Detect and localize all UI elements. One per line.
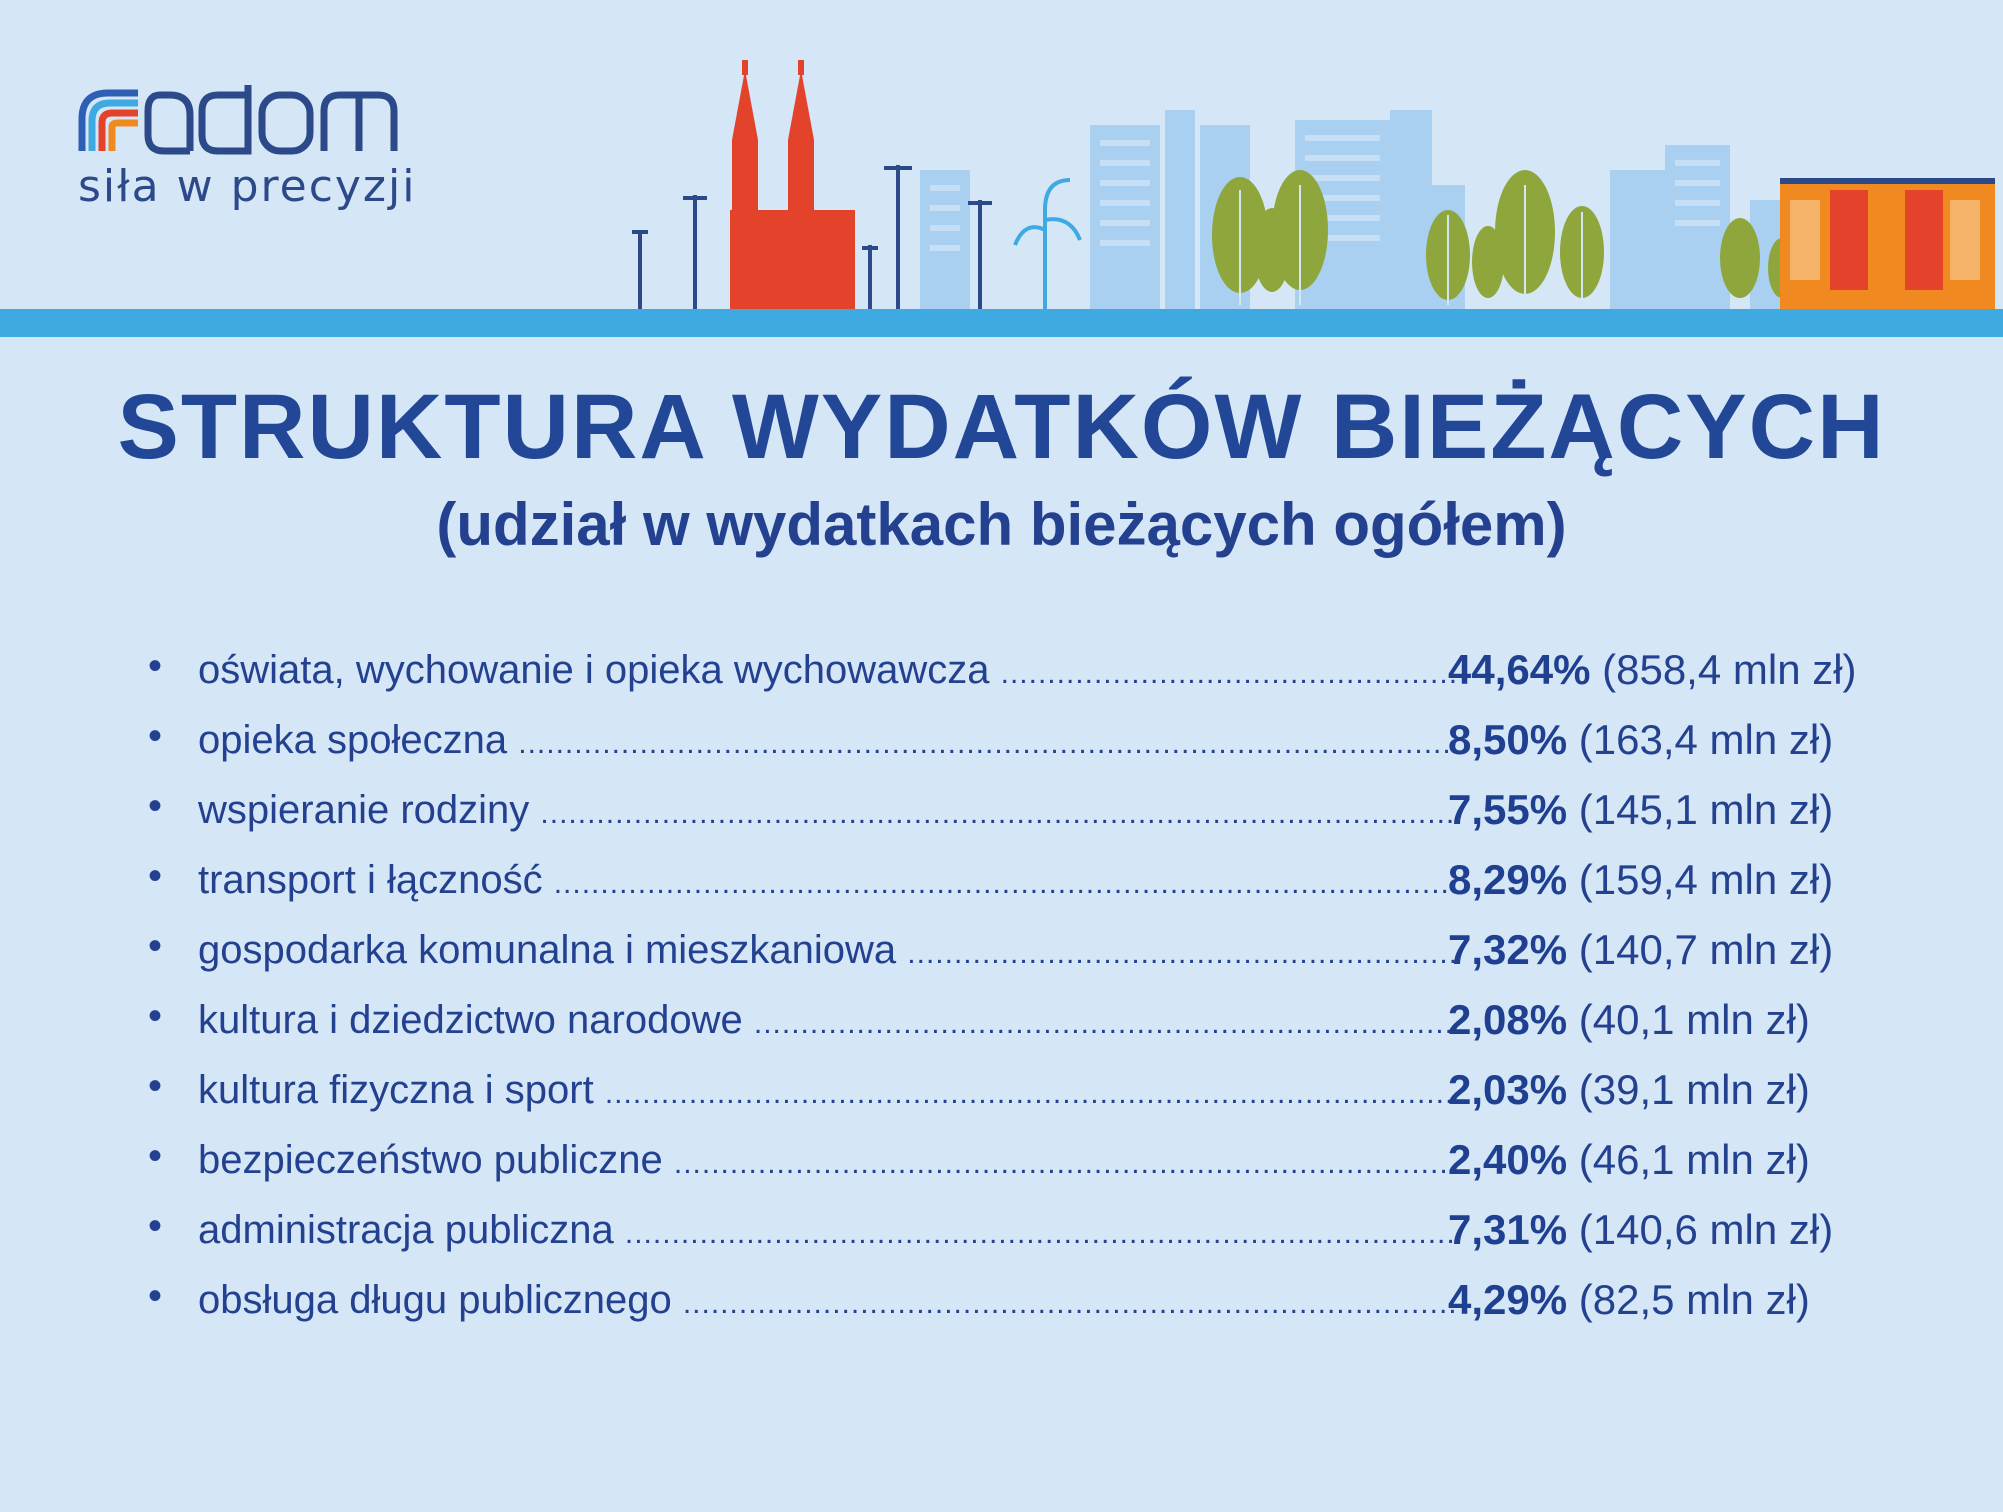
logo-tagline: siła w precyzji xyxy=(78,161,417,212)
item-percent: 4,29% xyxy=(1448,1276,1568,1323)
bullet-icon: • xyxy=(148,784,163,828)
leader-dots: ........................................… xyxy=(518,727,1460,760)
item-label: gospodarka komunalna i mieszkaniowa xyxy=(198,928,897,972)
leader-dots: ........................................… xyxy=(1000,657,1460,690)
item-amount: (140,7 mln zł) xyxy=(1578,926,1834,973)
list-item: • wspieranie rodziny ...................… xyxy=(140,780,1900,840)
leader-dots: ........................................… xyxy=(553,867,1460,900)
item-percent: 2,03% xyxy=(1448,1066,1568,1113)
list-item: • gospodarka komunalna i mieszkaniowa ..… xyxy=(140,920,1900,980)
leader-dots: ........................................… xyxy=(624,1217,1460,1250)
list-item: • oświata, wychowanie i opieka wychowawc… xyxy=(140,640,1900,700)
list-item: • opieka społeczna .....................… xyxy=(140,710,1900,770)
item-amount: (163,4 mln zł) xyxy=(1578,716,1834,763)
leader-dots: ........................................… xyxy=(673,1147,1460,1180)
item-label: kultura i dziedzictwo narodowe xyxy=(198,998,743,1042)
item-amount: (159,4 mln zł) xyxy=(1578,856,1834,903)
church-icon xyxy=(730,60,855,310)
item-amount: (46,1 mln zł) xyxy=(1578,1136,1810,1183)
leader-dots: ........................................… xyxy=(604,1077,1460,1110)
item-amount: (40,1 mln zł) xyxy=(1578,996,1810,1043)
list-item: • kultura fizyczna i sport .............… xyxy=(140,1060,1900,1120)
item-label: bezpieczeństwo publiczne xyxy=(198,1138,663,1182)
list-item: • bezpieczeństwo publiczne .............… xyxy=(140,1130,1900,1190)
bullet-icon: • xyxy=(148,854,163,898)
item-label: kultura fizyczna i sport xyxy=(198,1068,594,1112)
item-amount: (140,6 mln zł) xyxy=(1578,1206,1834,1253)
list-item: • administracja publiczna ..............… xyxy=(140,1200,1900,1260)
list-item: • obsługa długu publicznego ............… xyxy=(140,1270,1900,1330)
page-subtitle: (udział w wydatkach bieżących ogółem) xyxy=(436,491,1567,558)
item-label: oświata, wychowanie i opieka wychowawcza xyxy=(198,648,990,692)
item-percent: 8,29% xyxy=(1448,856,1568,903)
street-lamps xyxy=(632,165,992,310)
item-percent: 2,08% xyxy=(1448,996,1568,1043)
list-item: • kultura i dziedzictwo narodowe .......… xyxy=(140,990,1900,1050)
item-percent: 7,31% xyxy=(1448,1206,1568,1253)
page-title: STRUKTURA WYDATKÓW BIEŻĄCYCH xyxy=(117,376,1886,478)
item-label: wspieranie rodziny xyxy=(198,788,530,832)
item-amount: (82,5 mln zł) xyxy=(1578,1276,1810,1323)
city-skyline-illustration xyxy=(632,60,1995,310)
bullet-icon: • xyxy=(148,924,163,968)
leader-dots: ........................................… xyxy=(540,797,1460,830)
building-windows xyxy=(930,135,1720,251)
radom-logo-wordmark xyxy=(78,85,398,155)
item-label: obsługa długu publicznego xyxy=(198,1278,672,1322)
item-label: transport i łączność xyxy=(198,858,543,902)
item-amount: (145,1 mln zł) xyxy=(1578,786,1834,833)
bullet-icon: • xyxy=(148,644,163,688)
item-percent: 7,55% xyxy=(1448,786,1568,833)
item-amount: (39,1 mln zł) xyxy=(1578,1066,1810,1113)
bullet-icon: • xyxy=(148,1064,163,1108)
leader-dots: ........................................… xyxy=(907,937,1460,970)
bullet-icon: • xyxy=(148,714,163,758)
fountain-icon xyxy=(1013,178,1082,310)
tree-trunks xyxy=(1239,185,1583,305)
item-percent: 8,50% xyxy=(1448,716,1568,763)
item-percent: 2,40% xyxy=(1448,1136,1568,1183)
item-percent: 7,32% xyxy=(1448,926,1568,973)
item-label: opieka społeczna xyxy=(198,718,508,762)
item-amount: (858,4 mln zł) xyxy=(1602,646,1857,693)
header-illustration: siła w precyzji xyxy=(0,0,2003,340)
leader-dots: ........................................… xyxy=(753,1007,1460,1040)
item-percent: 44,64% xyxy=(1448,646,1591,693)
orange-building-icon xyxy=(1780,178,1995,310)
item-label: administracja publiczna xyxy=(198,1208,614,1252)
bullet-icon: • xyxy=(148,1204,163,1248)
bullet-icon: • xyxy=(148,1274,163,1318)
list-item: • transport i łączność .................… xyxy=(140,850,1900,910)
bullet-icon: • xyxy=(148,994,163,1038)
leader-dots: ........................................… xyxy=(682,1287,1460,1320)
ground-strip xyxy=(0,309,2003,337)
bullet-icon: • xyxy=(148,1134,163,1178)
